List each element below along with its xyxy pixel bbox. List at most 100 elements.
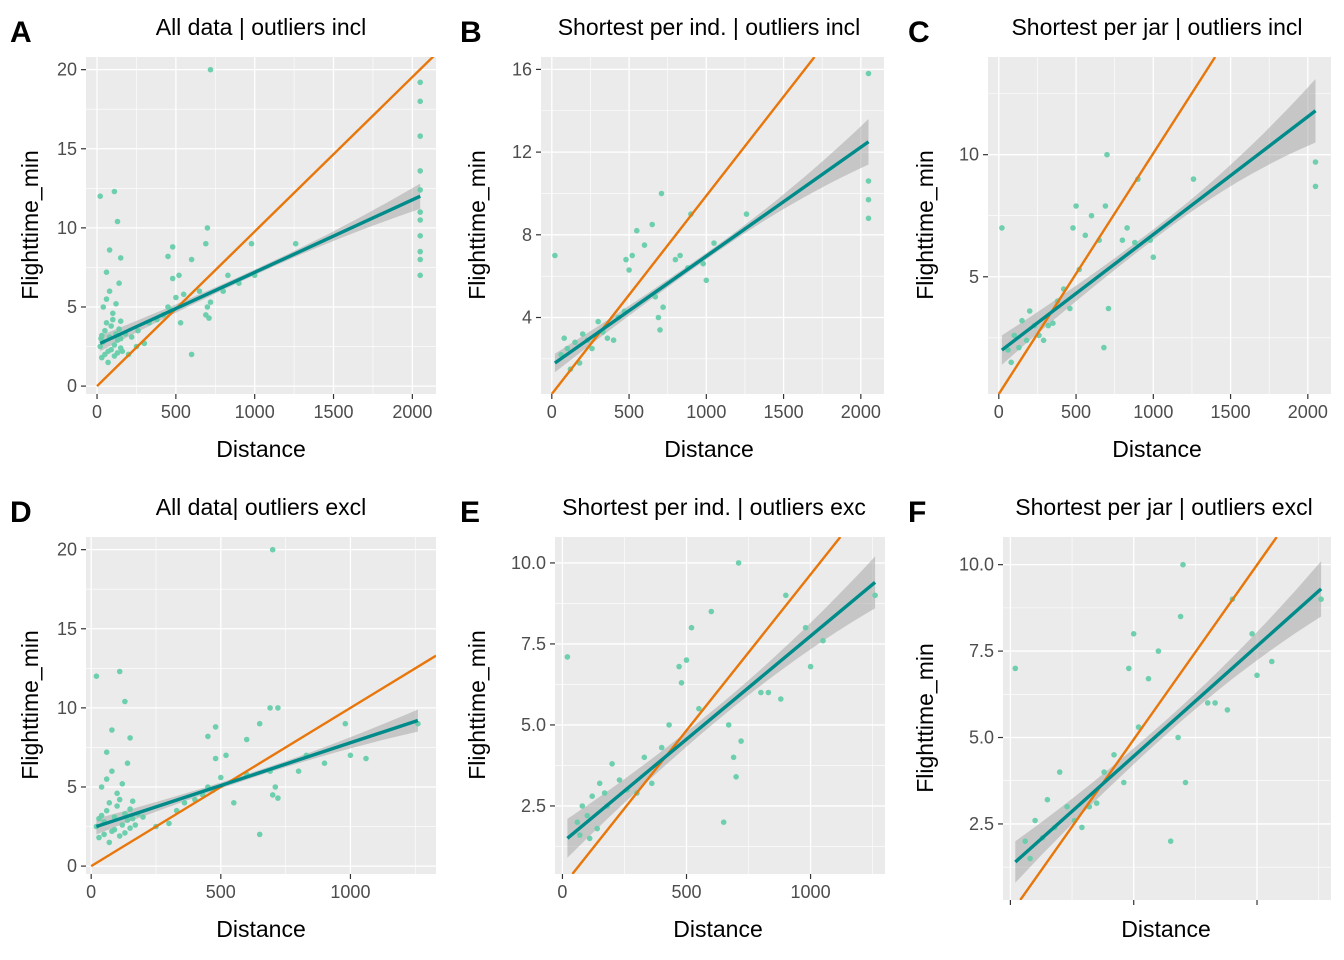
data-point (708, 608, 715, 615)
data-point (188, 256, 195, 263)
data-point (267, 705, 273, 711)
data-point (1175, 734, 1181, 741)
data-point (1102, 203, 1109, 209)
data-point (730, 754, 737, 761)
data-point (641, 242, 648, 248)
y-tick-label: 0 (67, 856, 77, 876)
data-point (97, 343, 103, 350)
data-point (688, 624, 695, 631)
data-point (1040, 337, 1047, 344)
x-tick-label: 2000 (1288, 402, 1328, 422)
data-point (1012, 665, 1019, 672)
data-point (103, 807, 110, 814)
data-point (1119, 237, 1126, 243)
data-point (865, 178, 872, 184)
data-point (127, 735, 133, 741)
fit-lines (1014, 537, 1323, 900)
regression-line (1000, 109, 1317, 352)
data-point (111, 826, 118, 833)
reference-line (96, 57, 435, 387)
y-tick-label: 16 (512, 59, 532, 79)
data-point (574, 819, 581, 825)
data-point (601, 790, 608, 796)
data-point (1008, 359, 1014, 366)
data-point (225, 272, 231, 279)
data-point (725, 722, 732, 728)
y-tick-label: 10 (959, 145, 979, 165)
data-point (97, 193, 103, 199)
data-point (765, 689, 772, 696)
x-axis-title: Distance (216, 436, 305, 462)
fit-lines (550, 57, 870, 394)
data-points (97, 66, 424, 366)
data-point (124, 760, 131, 766)
data-point (657, 327, 663, 333)
axis-ticks: 0 500 1000 2.5 5.0 7.5 10.0 (511, 553, 831, 902)
data-point (181, 800, 188, 806)
data-point (658, 190, 665, 197)
data-point (105, 359, 111, 366)
data-point (109, 727, 115, 733)
plot-area (541, 57, 884, 394)
panel-title: Shortest per ind. | outliers exc (562, 494, 866, 520)
x-tick-label: 500 (614, 402, 644, 422)
data-point (114, 218, 121, 225)
data-point (589, 793, 595, 799)
data-point (626, 267, 632, 273)
fit-lines (997, 57, 1317, 394)
data-point (108, 323, 114, 329)
x-tick-label: 2000 (392, 402, 432, 422)
reference-line (550, 57, 816, 394)
y-axis-title: Flighttime_min (17, 630, 43, 780)
data-point (111, 342, 118, 348)
data-point (1212, 700, 1218, 706)
y-tick-label: 5.0 (521, 715, 546, 735)
data-point (604, 335, 611, 342)
data-point (584, 812, 591, 819)
y-axis-title: Flighttime_min (17, 150, 43, 300)
data-point (417, 98, 424, 105)
data-point (676, 663, 682, 670)
y-tick-label: 10.0 (959, 555, 994, 575)
y-tick-label: 4 (522, 308, 532, 328)
data-point (417, 233, 424, 239)
axis-ticks: 0 500 1000 1500 2000 5 10 (959, 145, 1328, 422)
fit-lines (90, 654, 436, 868)
data-point (204, 304, 211, 310)
data-point (1079, 824, 1085, 831)
data-point (596, 780, 603, 787)
data-point (1177, 613, 1184, 620)
x-tick-label: 0 (547, 402, 557, 422)
data-point (117, 318, 124, 325)
data-point (103, 749, 110, 755)
data-point (1312, 183, 1319, 190)
data-point (127, 806, 133, 812)
ci-band (100, 183, 421, 352)
data-point (108, 346, 114, 353)
data-point (180, 291, 187, 298)
data-point (1011, 332, 1018, 339)
data-point (114, 790, 120, 797)
data-point (1070, 225, 1076, 231)
gridlines (555, 537, 885, 874)
data-point (649, 221, 655, 228)
data-point (1073, 203, 1079, 209)
data-point (720, 819, 727, 825)
data-point (678, 680, 685, 686)
data-point (347, 752, 354, 759)
data-point (116, 326, 122, 332)
data-point (417, 133, 424, 139)
x-axis-title: Distance (1112, 436, 1201, 462)
y-tick-label: 15 (57, 139, 77, 159)
data-point (114, 350, 121, 356)
data-point (1180, 561, 1186, 568)
data-point (166, 820, 172, 827)
data-point (96, 834, 102, 841)
panel-d: D All data| outliers excl 0 500 1000 0 5 10 15… (10, 494, 436, 942)
data-point (1124, 225, 1130, 231)
regression-line (95, 718, 419, 829)
data-point (272, 784, 279, 790)
data-point (99, 332, 105, 339)
data-point (1019, 317, 1025, 324)
data-point (652, 294, 659, 300)
